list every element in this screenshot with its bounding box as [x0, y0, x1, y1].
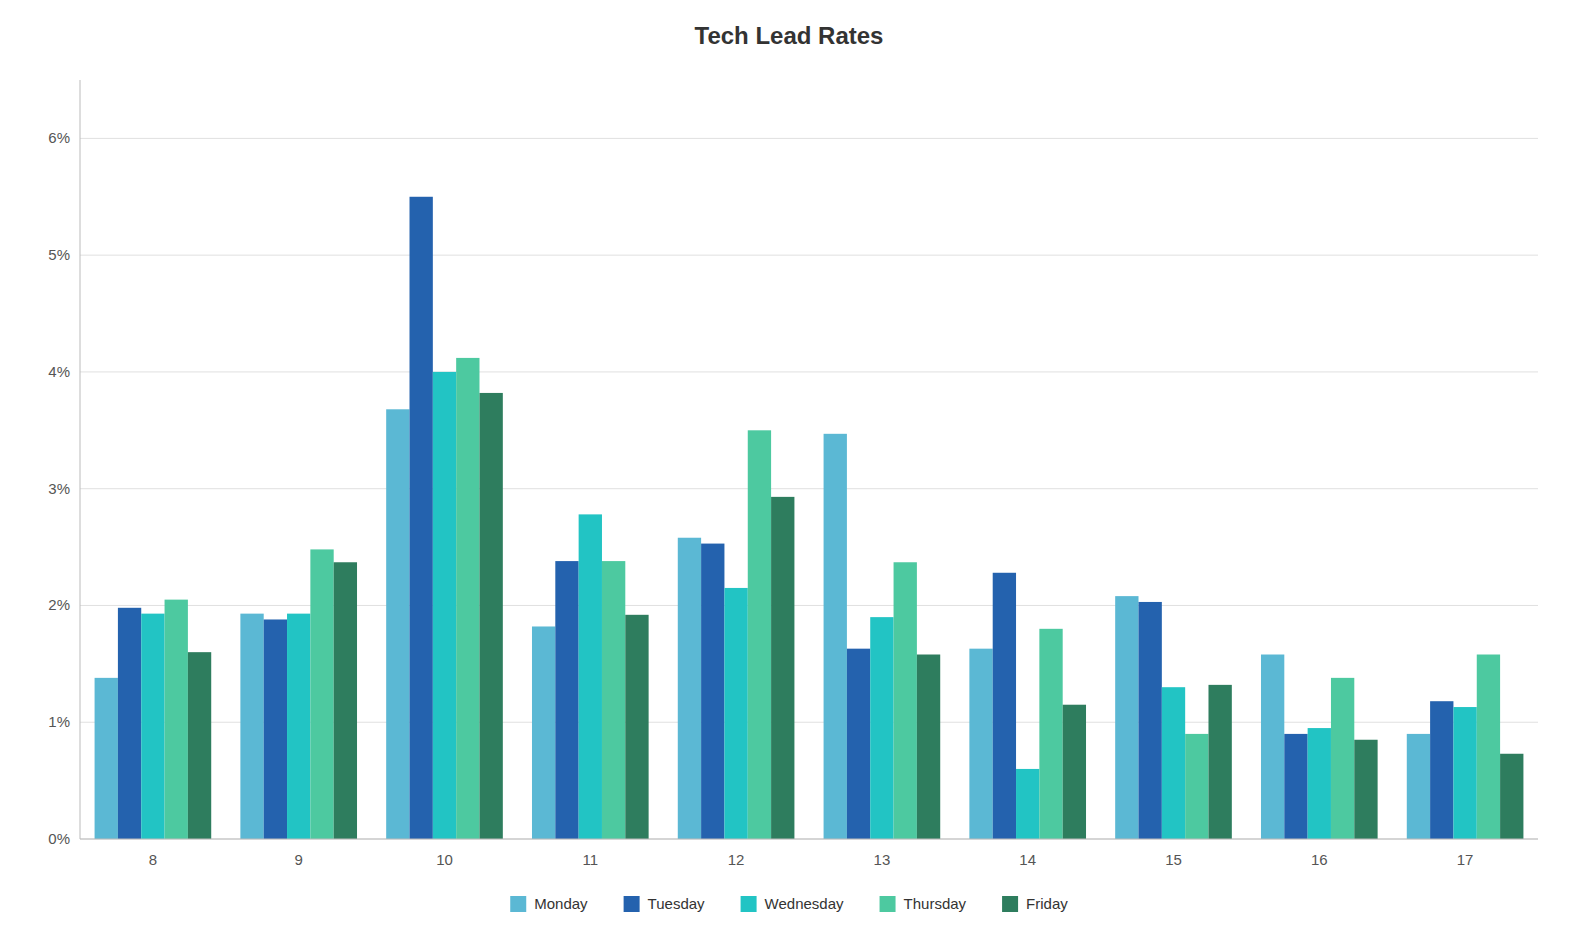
- bar: [532, 626, 555, 839]
- x-tick-label: 14: [1019, 851, 1036, 868]
- bar: [1016, 769, 1039, 839]
- bar: [870, 617, 893, 839]
- x-tick-label: 10: [436, 851, 453, 868]
- grid-line: [80, 605, 1538, 606]
- bar: [748, 430, 771, 839]
- bar: [1162, 687, 1185, 839]
- y-tick-label: 5%: [48, 246, 70, 263]
- bar: [1477, 655, 1500, 839]
- y-tick-label: 3%: [48, 480, 70, 497]
- bar: [969, 649, 992, 839]
- legend-item: Thursday: [880, 895, 967, 912]
- bar: [165, 600, 188, 839]
- bar: [1500, 754, 1523, 839]
- bar: [1261, 655, 1284, 839]
- bar: [678, 538, 701, 839]
- bar: [701, 544, 724, 839]
- bar: [1208, 685, 1231, 839]
- y-tick-label: 4%: [48, 363, 70, 380]
- bar: [95, 678, 118, 839]
- bar: [1115, 596, 1138, 839]
- title: Tech Lead Rates: [695, 22, 884, 49]
- bar: [433, 372, 456, 839]
- bar: [386, 409, 409, 839]
- y-axis-line: [80, 80, 81, 839]
- legend-swatch: [880, 896, 896, 912]
- grid: [80, 138, 1538, 839]
- bar: [894, 562, 917, 839]
- legend-swatch: [741, 896, 757, 912]
- grid-line: [80, 138, 1538, 139]
- bar: [310, 549, 333, 839]
- x-tick-label: 15: [1165, 851, 1182, 868]
- bar: [1430, 701, 1453, 839]
- x-tick-label: 12: [728, 851, 745, 868]
- bar: [1407, 734, 1430, 839]
- bar: [602, 561, 625, 839]
- grid-line: [80, 488, 1538, 489]
- bar: [188, 652, 211, 839]
- legend-item: Tuesday: [624, 895, 705, 912]
- legend-label: Monday: [534, 895, 588, 912]
- bar: [1331, 678, 1354, 839]
- y-tick-label: 1%: [48, 713, 70, 730]
- x-tick-label: 9: [295, 851, 303, 868]
- bar: [917, 655, 940, 839]
- y-tick-label: 2%: [48, 596, 70, 613]
- bar: [1284, 734, 1307, 839]
- bar: [993, 573, 1016, 839]
- legend-swatch: [624, 896, 640, 912]
- y-tick-label: 0%: [48, 830, 70, 847]
- bar: [287, 614, 310, 839]
- legend-label: Wednesday: [765, 895, 844, 912]
- bar: [479, 393, 502, 839]
- bar: [1453, 707, 1476, 839]
- bar: [410, 197, 433, 839]
- x-axis-line: [80, 839, 1538, 840]
- legend-label: Thursday: [904, 895, 967, 912]
- bar: [555, 561, 578, 839]
- bar: [1185, 734, 1208, 839]
- chart: Tech Lead Rates 0% 1% 2% 3% 4% 5% 6% 8 9 10 11 12 13 1…: [0, 0, 1578, 949]
- bar: [118, 608, 141, 839]
- bar: [1063, 705, 1086, 839]
- grid-line: [80, 839, 1538, 840]
- legend-label: Tuesday: [648, 895, 705, 912]
- x-tick-label: 13: [874, 851, 891, 868]
- legend-swatch: [1002, 896, 1018, 912]
- bar: [141, 614, 164, 839]
- bar: [824, 434, 847, 839]
- bar: [625, 615, 648, 839]
- bar: [334, 562, 357, 839]
- bar: [240, 614, 263, 839]
- y-tick-label: 6%: [48, 129, 70, 146]
- x-tick-label: 8: [149, 851, 157, 868]
- bar: [1308, 728, 1331, 839]
- bar: [771, 497, 794, 839]
- bar: [1139, 602, 1162, 839]
- x-tick-label: 16: [1311, 851, 1328, 868]
- legend-item: Monday: [510, 895, 588, 912]
- x-tick-label: 11: [583, 851, 599, 868]
- legend-item: Friday: [1002, 895, 1068, 912]
- legend-swatch: [510, 896, 526, 912]
- grid-line: [80, 255, 1538, 256]
- bar: [1354, 740, 1377, 839]
- bar: [579, 514, 602, 839]
- grid-line: [80, 371, 1538, 372]
- legend-item: Wednesday: [741, 895, 844, 912]
- legend-label: Friday: [1026, 895, 1068, 912]
- x-tick-label: 17: [1457, 851, 1474, 868]
- bar: [847, 649, 870, 839]
- bars: [95, 197, 1524, 839]
- legend: Monday Tuesday Wednesday Thursday Friday: [510, 895, 1068, 912]
- bar: [724, 588, 747, 839]
- bar: [456, 358, 479, 839]
- bar: [264, 619, 287, 839]
- bar: [1039, 629, 1062, 839]
